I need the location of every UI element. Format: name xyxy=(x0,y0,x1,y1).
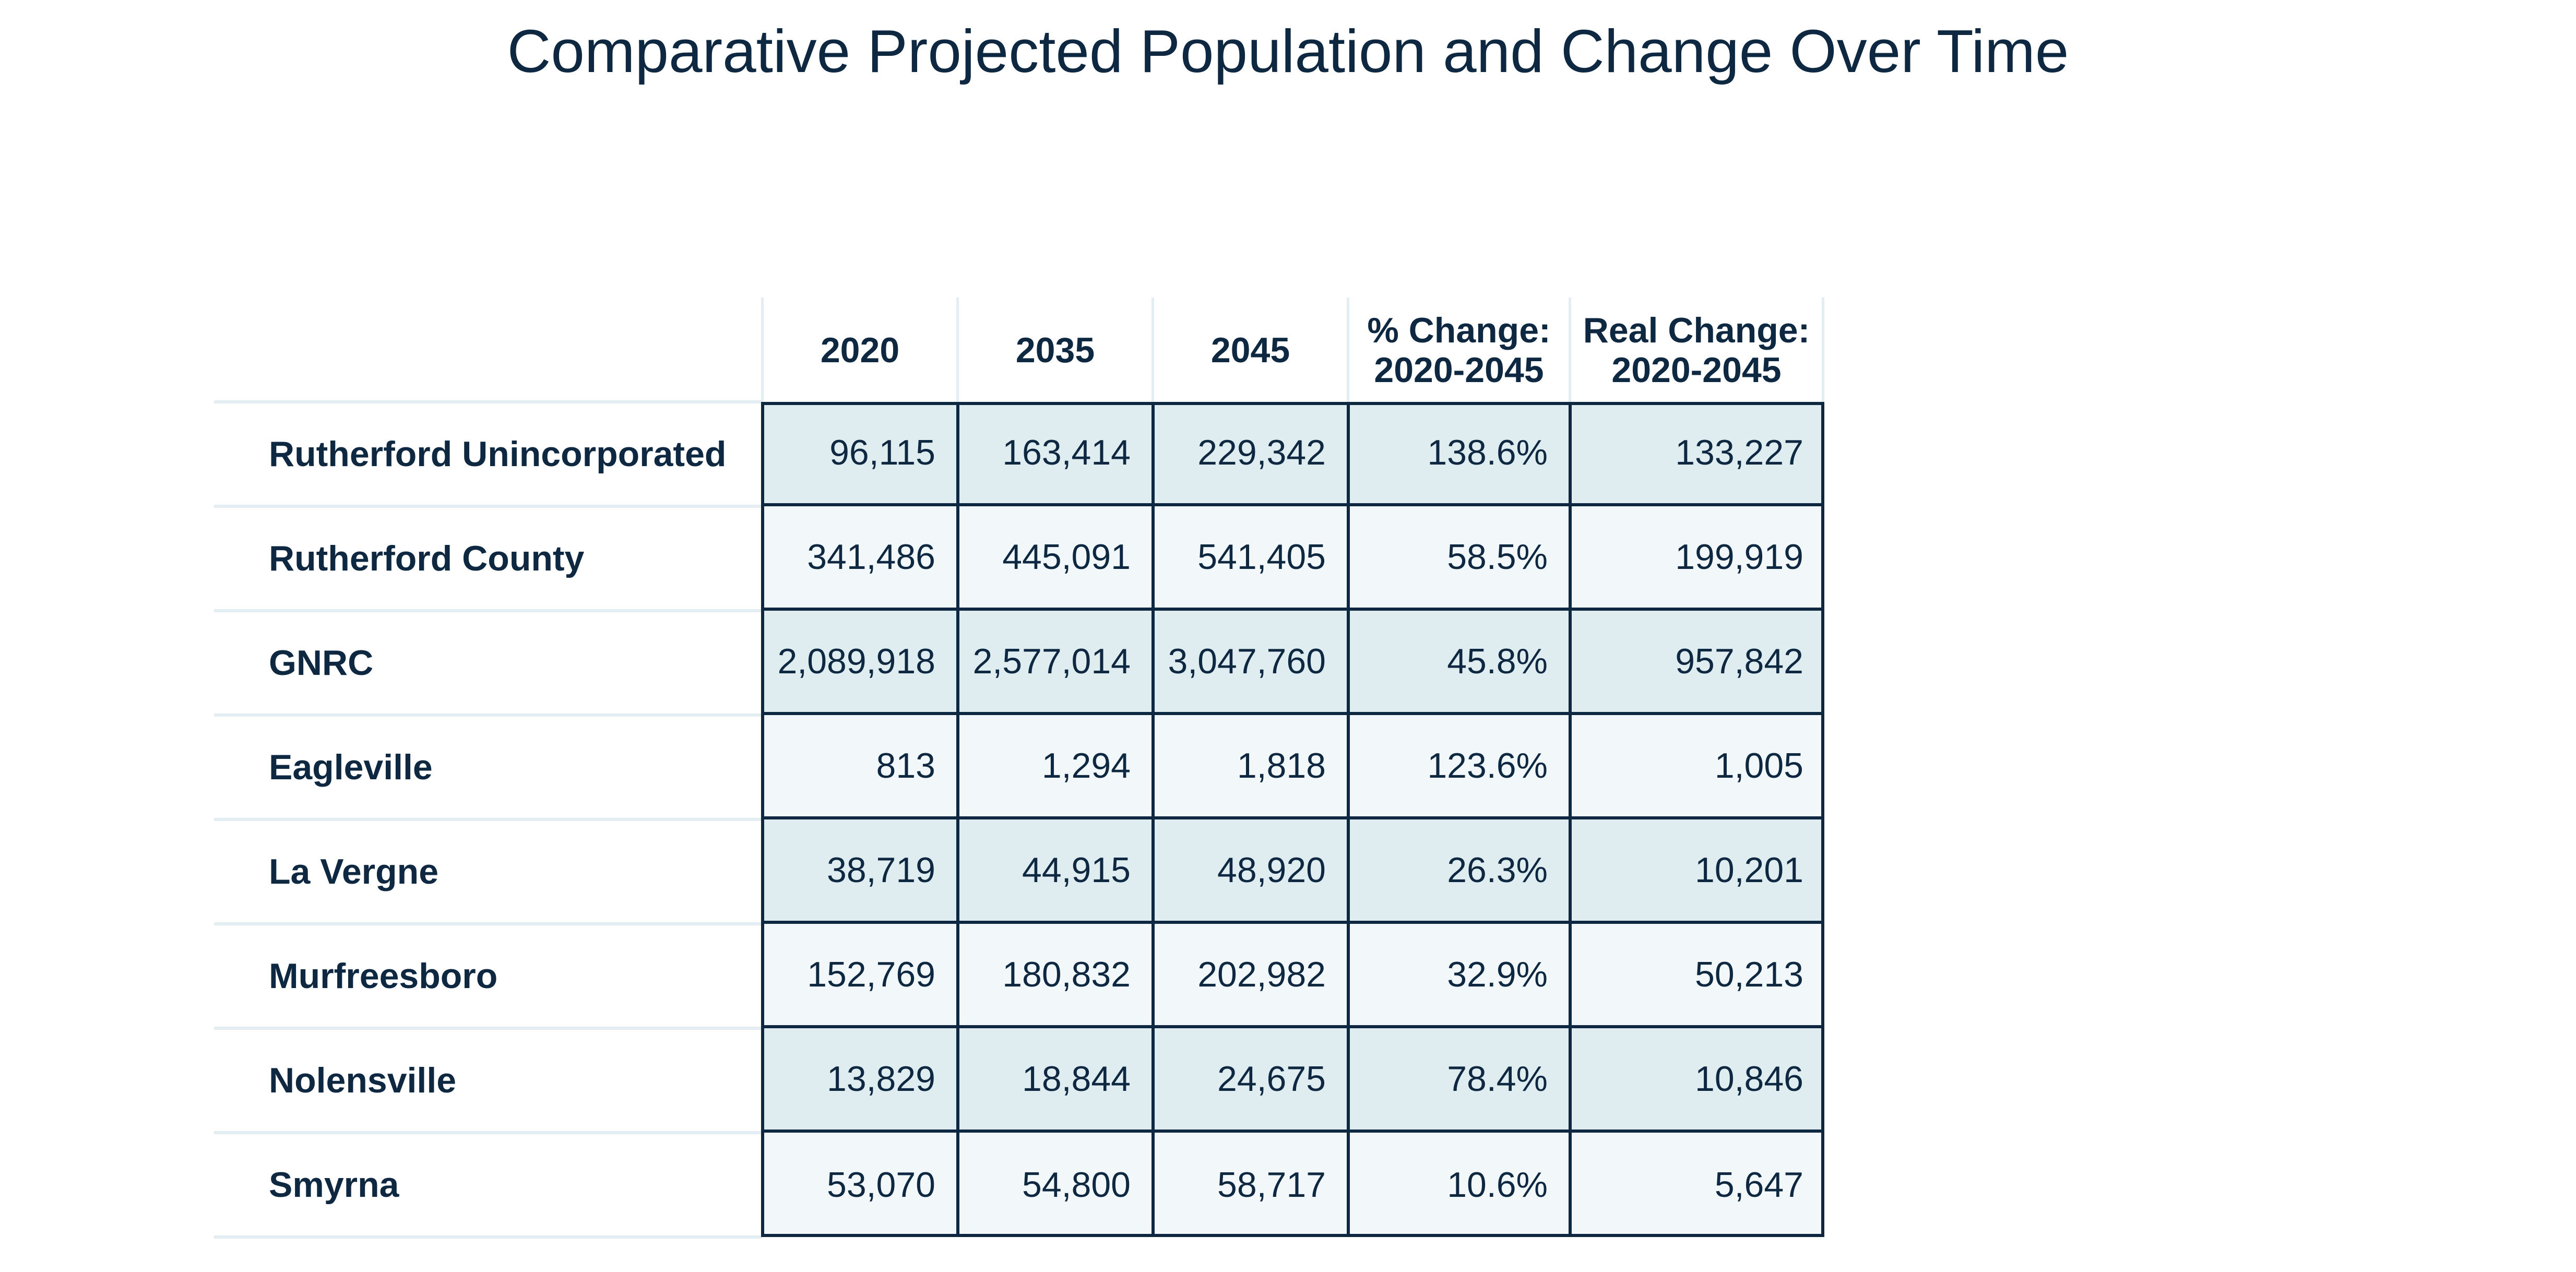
table-cell: 341,486 xyxy=(761,506,956,611)
row-divider xyxy=(214,1235,762,1239)
row-label: Eagleville xyxy=(269,747,433,787)
table-cell: 10,846 xyxy=(1569,1028,1824,1133)
table-cell: 202,982 xyxy=(1152,924,1347,1028)
table-cell: 138.6% xyxy=(1347,402,1569,506)
row-label: Nolensville xyxy=(269,1061,457,1100)
table-cell: 13,829 xyxy=(761,1028,956,1133)
row-divider xyxy=(214,505,762,508)
table-cell: 123.6% xyxy=(1347,715,1569,819)
row-divider xyxy=(214,818,762,821)
population-table: 2020 2035 2045 % Change: 2020-2045 Real … xyxy=(214,298,1824,1239)
table-cell: 53,070 xyxy=(761,1133,956,1237)
table-cell: 813 xyxy=(761,715,956,819)
table-cell: 3,047,760 xyxy=(1152,611,1347,715)
column-header-2020: 2020 xyxy=(761,298,956,403)
table-header-row: 2020 2035 2045 % Change: 2020-2045 Real … xyxy=(214,298,1824,403)
table-data-border xyxy=(761,402,1824,1237)
table-cell: 133,227 xyxy=(1569,402,1824,506)
table-cell: 2,577,014 xyxy=(956,611,1152,715)
table-cell: 5,647 xyxy=(1569,1133,1824,1237)
table-row: GNRC 2,089,918 2,577,014 3,047,760 45.8% 957,… xyxy=(214,611,1824,715)
table-row: Eagleville 813 1,294 1,818 123.6% 1,005 xyxy=(214,715,1824,819)
table-cell: 541,405 xyxy=(1152,506,1347,611)
table-cell: 48,920 xyxy=(1152,819,1347,924)
column-header-real-change: Real Change: 2020-2045 xyxy=(1569,298,1824,403)
table-cell: 152,769 xyxy=(761,924,956,1028)
table-cell: 18,844 xyxy=(956,1028,1152,1133)
row-label: Murfreesboro xyxy=(269,956,498,996)
table-row: Smyrna 53,070 54,800 58,717 10.6% 5,647 xyxy=(214,1133,1824,1237)
table-cell: 180,832 xyxy=(956,924,1152,1028)
table-cell: 163,414 xyxy=(956,402,1152,506)
table-cell: 26.3% xyxy=(1347,819,1569,924)
row-label: Rutherford Unincorporated xyxy=(269,434,727,474)
column-header-percent-change: % Change: 2020-2045 xyxy=(1347,298,1569,403)
table-cell: 2,089,918 xyxy=(761,611,956,715)
table-cell: 38,719 xyxy=(761,819,956,924)
table-cell: 10,201 xyxy=(1569,819,1824,924)
row-divider xyxy=(214,1027,762,1030)
row-divider xyxy=(214,400,762,403)
table-row: Murfreesboro 152,769 180,832 202,982 32.9% 50… xyxy=(214,924,1824,1028)
row-label: La Vergne xyxy=(269,852,439,891)
table-cell: 45.8% xyxy=(1347,611,1569,715)
table-cell: 96,115 xyxy=(761,402,956,506)
table-cell: 1,818 xyxy=(1152,715,1347,819)
table-cell: 58,717 xyxy=(1152,1133,1347,1237)
table-cell: 229,342 xyxy=(1152,402,1347,506)
table-cell: 445,091 xyxy=(956,506,1152,611)
table-row: Rutherford Unincorporated 96,115 163,414 22… xyxy=(214,402,1824,506)
table-cell: 199,919 xyxy=(1569,506,1824,611)
table-cell: 78.4% xyxy=(1347,1028,1569,1133)
table-cell: 32.9% xyxy=(1347,924,1569,1028)
table-row: Rutherford County 341,486 445,091 541,405 58… xyxy=(214,506,1824,611)
row-divider xyxy=(214,714,762,717)
table-cell: 1,005 xyxy=(1569,715,1824,819)
table-cell: 50,213 xyxy=(1569,924,1824,1028)
table-cell: 957,842 xyxy=(1569,611,1824,715)
table-row: Nolensville 13,829 18,844 24,675 78.4% 10,846 xyxy=(214,1028,1824,1133)
table-cell: 44,915 xyxy=(956,819,1152,924)
table-cell: 10.6% xyxy=(1347,1133,1569,1237)
table-cell: 1,294 xyxy=(956,715,1152,819)
row-label: GNRC xyxy=(269,643,374,683)
column-header-2045: 2045 xyxy=(1152,298,1347,403)
table-cell: 54,800 xyxy=(956,1133,1152,1237)
page-title: Comparative Projected Population and Cha… xyxy=(507,17,2069,85)
row-divider xyxy=(214,922,762,925)
table-cell: 24,675 xyxy=(1152,1028,1347,1133)
row-label: Rutherford County xyxy=(269,539,585,578)
row-divider xyxy=(214,1131,762,1134)
table-row: La Vergne 38,719 44,915 48,920 26.3% 10,201 xyxy=(214,819,1824,924)
row-label: Smyrna xyxy=(269,1165,399,1205)
table-cell: 58.5% xyxy=(1347,506,1569,611)
column-header-2035: 2035 xyxy=(956,298,1152,403)
row-divider xyxy=(214,609,762,612)
